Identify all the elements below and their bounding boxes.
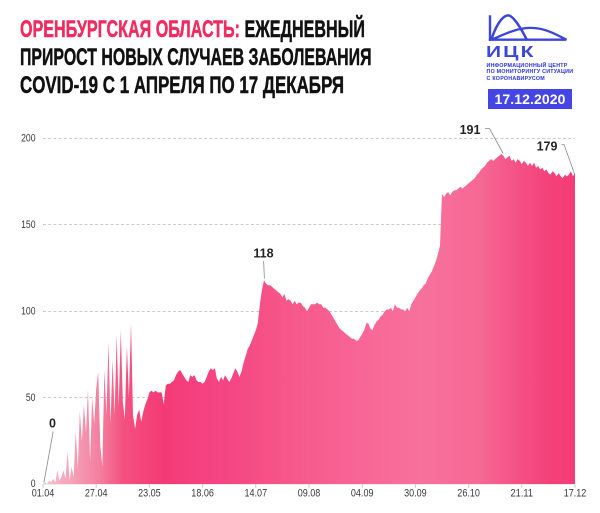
svg-text:191: 191 [460, 123, 481, 137]
svg-text:17.12: 17.12 [564, 487, 587, 499]
svg-text:0: 0 [31, 478, 36, 490]
svg-text:14.07: 14.07 [245, 487, 268, 499]
svg-text:01.04: 01.04 [32, 487, 55, 499]
svg-text:150: 150 [21, 219, 35, 231]
svg-text:18.06: 18.06 [191, 487, 214, 499]
svg-text:0: 0 [49, 417, 56, 431]
svg-text:30.09: 30.09 [404, 487, 427, 499]
svg-text:118: 118 [253, 247, 273, 261]
svg-text:04.09: 04.09 [351, 487, 374, 499]
svg-text:50: 50 [26, 392, 36, 404]
svg-text:09.08: 09.08 [298, 487, 321, 499]
svg-text:100: 100 [21, 305, 35, 317]
svg-text:26.10: 26.10 [457, 487, 480, 499]
svg-text:179: 179 [537, 139, 558, 153]
svg-text:27.04: 27.04 [85, 487, 108, 499]
svg-text:23.05: 23.05 [138, 487, 161, 499]
svg-text:21.11: 21.11 [511, 487, 534, 499]
svg-text:200: 200 [21, 133, 35, 145]
